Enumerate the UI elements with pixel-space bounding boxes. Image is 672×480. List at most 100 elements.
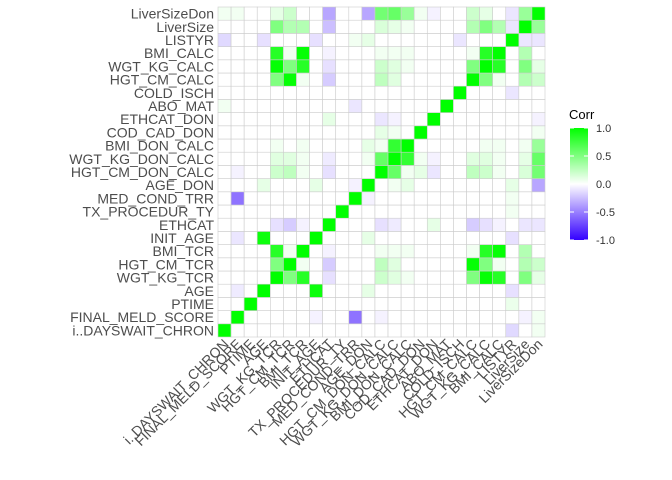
heatmap-cell <box>322 138 337 153</box>
heatmap-cell <box>322 72 337 87</box>
heatmap-cell <box>426 72 441 87</box>
heatmap-cell <box>400 217 415 232</box>
heatmap-cell <box>243 231 258 245</box>
heatmap-cell <box>296 99 310 113</box>
heatmap-cell <box>400 72 415 87</box>
heatmap-cell <box>505 270 520 285</box>
heatmap-cell <box>243 85 258 100</box>
heatmap-cell <box>531 310 546 325</box>
heatmap-cell <box>387 204 402 219</box>
heatmap-cell <box>270 257 284 272</box>
heatmap-cell <box>283 33 297 47</box>
heatmap-cell <box>492 231 507 245</box>
heatmap-cell <box>453 138 467 153</box>
heatmap-cell <box>296 191 310 206</box>
heatmap-cell <box>309 19 323 34</box>
heatmap-cell <box>426 191 441 206</box>
heatmap-cell <box>335 231 350 245</box>
heatmap-cell <box>217 6 232 21</box>
heatmap-cell <box>505 112 520 127</box>
heatmap-cell <box>335 283 350 298</box>
heatmap-cell <box>348 19 363 34</box>
heatmap-cell <box>387 323 402 338</box>
heatmap-cell <box>335 46 350 61</box>
heatmap-cell <box>283 310 297 325</box>
heatmap-cell <box>387 72 402 87</box>
heatmap-cell <box>348 72 363 87</box>
heatmap-cell <box>256 6 271 21</box>
heatmap-cell <box>217 72 232 87</box>
heatmap-cell <box>256 204 271 219</box>
heatmap-cell <box>322 244 337 259</box>
heatmap-cell <box>335 323 350 338</box>
x-tick-label: i..DAYSWAIT_CHRON <box>120 336 231 447</box>
heatmap-cell <box>256 33 271 47</box>
heatmap-cell <box>243 125 258 140</box>
heatmap-cell <box>348 191 363 206</box>
heatmap-cell <box>453 19 467 34</box>
heatmap-cell <box>348 138 363 153</box>
y-tick-label: INIT_AGE <box>150 230 214 246</box>
heatmap-cell <box>322 323 337 338</box>
heatmap-cell <box>322 85 337 100</box>
heatmap-cell <box>518 231 533 245</box>
heatmap-cell <box>400 33 415 47</box>
heatmap-cell <box>531 323 546 338</box>
heatmap-cell <box>335 59 350 74</box>
heatmap-cell <box>270 165 284 179</box>
heatmap-cell <box>400 191 415 206</box>
heatmap-cell <box>400 165 415 179</box>
heatmap-cell <box>492 257 507 272</box>
heatmap-cell <box>426 151 441 166</box>
heatmap-cell <box>466 231 480 245</box>
heatmap-cell <box>453 178 467 193</box>
heatmap-cell <box>283 257 297 272</box>
heatmap-cell <box>387 310 402 325</box>
heatmap-cell <box>230 85 245 100</box>
heatmap-cell <box>505 217 520 232</box>
heatmap-cell <box>453 59 467 74</box>
heatmap-cell <box>466 46 480 61</box>
heatmap-cell <box>518 270 533 285</box>
heatmap-cell <box>322 297 337 311</box>
heatmap-cell <box>335 99 350 113</box>
heatmap-cell <box>413 85 428 100</box>
heatmap-cell <box>217 165 232 179</box>
heatmap-cell <box>361 217 376 232</box>
heatmap-cell <box>466 72 480 87</box>
heatmap-cell <box>296 231 310 245</box>
heatmap-cell <box>531 85 546 100</box>
heatmap-cell <box>453 270 467 285</box>
heatmap-cell <box>466 6 480 21</box>
heatmap-cell <box>413 323 428 338</box>
y-tick-label: TX_PROCEDUR_TY <box>83 204 215 220</box>
heatmap-cell <box>400 112 415 127</box>
heatmap-cell <box>479 151 493 166</box>
y-tick-label: ABO_MAT <box>148 98 214 114</box>
heatmap-cell <box>387 59 402 74</box>
heatmap-cell <box>348 310 363 325</box>
heatmap-cell <box>283 6 297 21</box>
heatmap-cell <box>479 33 493 47</box>
heatmap-cell <box>518 99 533 113</box>
heatmap-cell <box>453 72 467 87</box>
heatmap-cell <box>270 283 284 298</box>
heatmap-cell <box>217 323 232 338</box>
heatmap-cell <box>348 99 363 113</box>
heatmap-cell <box>243 204 258 219</box>
heatmap-cell <box>217 112 232 127</box>
heatmap-cell <box>466 191 480 206</box>
heatmap-cell <box>453 217 467 232</box>
heatmap-cell <box>243 310 258 325</box>
heatmap-cell <box>492 72 507 87</box>
heatmap-cell <box>270 85 284 100</box>
heatmap-cell <box>230 204 245 219</box>
heatmap-cell <box>505 46 520 61</box>
heatmap-cell <box>243 257 258 272</box>
heatmap-cell <box>309 138 323 153</box>
heatmap-cell <box>426 46 441 61</box>
heatmap-cell <box>217 270 232 285</box>
heatmap-cell <box>426 310 441 325</box>
heatmap-cell <box>270 231 284 245</box>
heatmap-cell <box>283 59 297 74</box>
